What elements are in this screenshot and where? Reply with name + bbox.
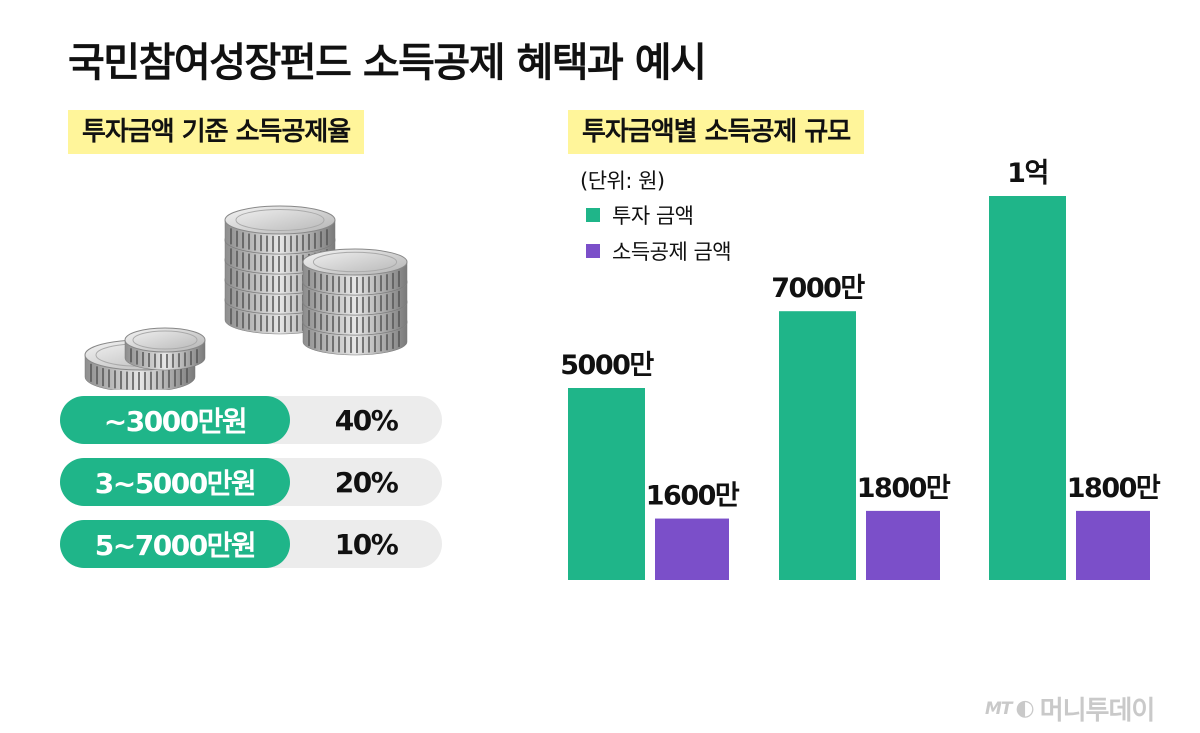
deduction-bar-2 xyxy=(866,510,940,580)
brand-logo-icon: ◐ xyxy=(1015,696,1035,721)
brand-logo: MT ◐ 머니투데이 xyxy=(985,690,1156,727)
deduction-label-2: 1800만 xyxy=(857,473,951,504)
rate-row-2: 3~5000만원 20% xyxy=(60,458,442,506)
legend-deduction: 소득공제 금액 xyxy=(586,236,732,266)
investment-label-3: 1억 xyxy=(1007,158,1048,189)
investment-label-1: 5000만 xyxy=(560,350,654,381)
deduction-label-3: 1800만 xyxy=(1067,473,1161,504)
rate-range-1: ~3000만원 xyxy=(60,396,290,444)
investment-label-2: 7000만 xyxy=(771,273,865,304)
deduction-label-1: 1600만 xyxy=(646,481,740,512)
rate-row-3: 5~7000만원 10% xyxy=(60,520,442,568)
rate-range-2: 3~5000만원 xyxy=(60,458,290,506)
legend-deduction-label: 소득공제 금액 xyxy=(612,240,732,264)
investment-bar-1 xyxy=(568,388,645,580)
rate-range-3: 5~7000만원 xyxy=(60,520,290,568)
brand-prefix: MT xyxy=(985,698,1012,719)
brand-name: 머니투데이 xyxy=(1039,696,1156,726)
rate-row-1: ~3000만원 40% xyxy=(60,396,442,444)
coins-illustration xyxy=(84,205,408,390)
deduction-bar-1 xyxy=(655,518,729,580)
rate-value-2: 20% xyxy=(334,465,399,499)
page-title: 국민참여성장펀드 소득공제 혜택과 예시 xyxy=(68,40,707,86)
legend-investment: 투자 금액 xyxy=(586,200,694,230)
unit-label: (단위: 원) xyxy=(580,169,665,193)
legend-deduction-swatch xyxy=(586,244,600,258)
deduction-bar-3 xyxy=(1076,510,1150,580)
legend-investment-swatch xyxy=(586,208,600,222)
rate-value-3: 10% xyxy=(334,527,399,561)
investment-bar-3 xyxy=(989,196,1066,580)
deduction-scale-label: 투자금액별 소득공제 규모 xyxy=(568,110,865,154)
legend-investment-label: 투자 금액 xyxy=(612,204,694,228)
deduction-rate-label: 투자금액 기준 소득공제율 xyxy=(68,110,365,154)
investment-bar-2 xyxy=(779,311,856,580)
rate-value-1: 40% xyxy=(334,403,399,437)
